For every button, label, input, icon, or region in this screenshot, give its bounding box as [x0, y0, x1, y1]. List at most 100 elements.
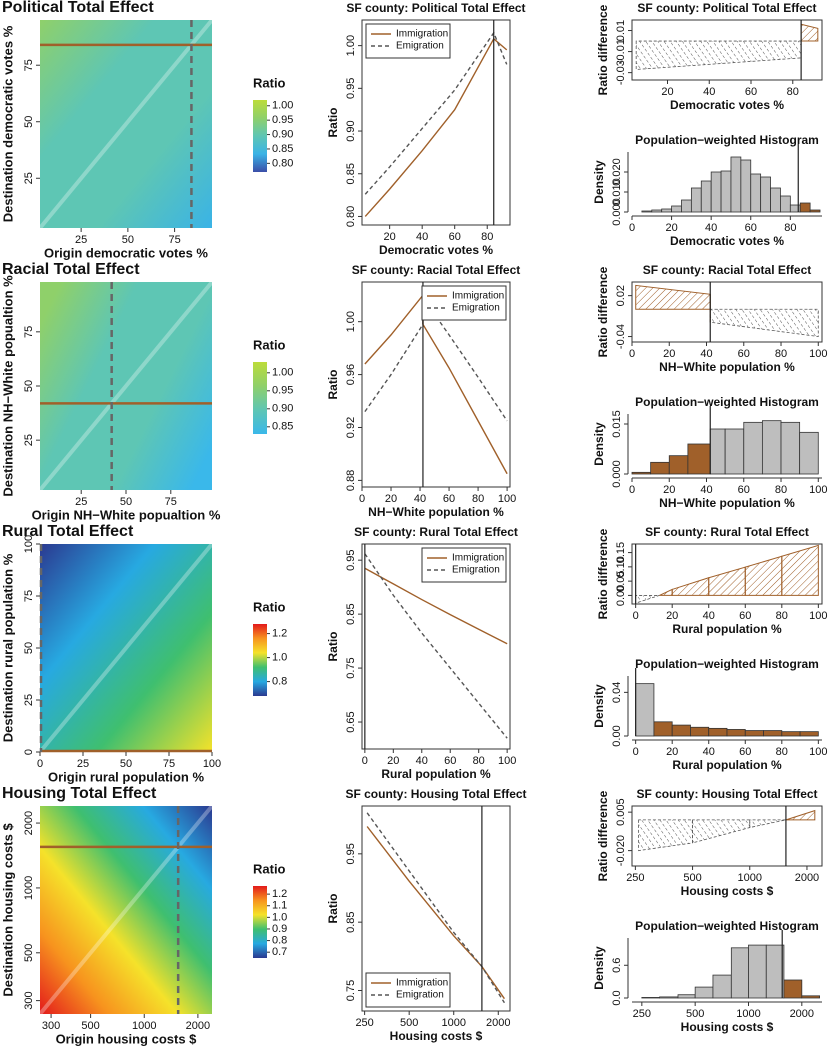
x-axis-label: NH−White population % [659, 360, 795, 374]
y-tick-label: -0.04 [615, 324, 627, 349]
x-tick-label: 100 [809, 484, 827, 496]
x-tick-label: 80 [776, 746, 788, 758]
y-tick-label: 0.00 [611, 725, 623, 746]
histogram-bar [690, 726, 710, 737]
x-axis-label: Origin housing costs $ [56, 1031, 198, 1046]
histogram-bar [635, 683, 655, 737]
panel-title: SF county: Political Total Effect [637, 1, 816, 15]
histogram-bar [641, 210, 653, 213]
x-axis-label: Democratic votes % [379, 243, 493, 257]
difference-area [744, 555, 783, 596]
histogram-bar [709, 428, 726, 475]
panel-title: Housing Total Effect [2, 785, 157, 802]
panel-title: SF county: Racial Total Effect [643, 263, 811, 277]
difference-area [692, 819, 751, 844]
x-tick-label: 25 [75, 234, 87, 246]
x-tick-label: 500 [686, 1008, 704, 1020]
area-panel: 0 20 40 60 80 100 0.02 -0.04 SF county: Racial T… [596, 263, 827, 374]
x-tick-label: 0 [362, 755, 368, 767]
legend-box [421, 547, 507, 583]
x-tick-label: 20 [387, 755, 399, 767]
histogram-bar [761, 420, 782, 475]
legend-label: Immigration [396, 978, 448, 989]
colorbar-tick-label: 0.8 [272, 676, 287, 688]
area-panel: 20 40 60 80 -0.03-0.010.01 SF county: Politic… [596, 1, 823, 112]
x-tick-label: 500 [400, 1017, 418, 1029]
series-line [364, 31, 508, 195]
histogram-bar [783, 979, 803, 999]
histogram-bar [743, 421, 763, 475]
x-tick-label: 40 [416, 755, 428, 767]
y-axis-label: Density [592, 422, 606, 466]
y-tick-label: 25 [23, 172, 35, 184]
histogram-bar [765, 944, 785, 999]
colorbar-tick-label: 1.2 [272, 628, 287, 640]
x-tick-label: 60 [739, 610, 751, 622]
histogram-bar [650, 461, 670, 475]
x-tick-label: 40 [703, 746, 715, 758]
y-tick-label: -0.03 [615, 60, 627, 85]
histogram-bar [760, 176, 771, 213]
y-tick-label: 0.85 [345, 163, 357, 184]
x-tick-label: 2000 [790, 1008, 814, 1020]
y-tick-label: 0.92 [345, 417, 357, 438]
legend-box [421, 285, 507, 321]
x-tick-label: 100 [809, 746, 827, 758]
x-tick-label: 0 [633, 610, 639, 622]
x-tick-label: 20 [663, 348, 675, 360]
x-tick-label: 100 [498, 755, 516, 767]
colorbar-tick-label: 0.80 [272, 157, 293, 169]
x-axis-label: Origin rural population % [48, 769, 204, 784]
x-tick-label: 0 [37, 758, 43, 770]
histogram-bar [799, 202, 811, 213]
y-tick-label: 50 [23, 116, 35, 128]
colorbar-tick-label: 1.0 [272, 652, 287, 664]
y-tick-label: 0.015 [611, 410, 623, 438]
x-axis-label: Housing costs $ [681, 1020, 774, 1034]
colorbar-tick-label: 0.95 [272, 114, 293, 126]
x-tick-label: 1000 [132, 1020, 156, 1032]
colorbar-tick-label: 0.85 [272, 421, 293, 433]
panel-title: SF county: Housing Total Effect [636, 787, 817, 801]
x-tick-label: 60 [738, 348, 750, 360]
plot-frame [631, 805, 823, 867]
histogram-bar [780, 421, 801, 475]
x-tick-label: 80 [481, 231, 493, 243]
heatmap-diagonal [38, 804, 214, 1016]
plot-frame [631, 281, 823, 343]
histogram-bar [681, 199, 692, 213]
colorbar-tick-label: 0.95 [272, 385, 293, 397]
heatmap-image [40, 20, 212, 228]
histogram-bar [651, 209, 663, 213]
plot-frame [361, 281, 511, 488]
difference-area [671, 577, 710, 596]
x-tick-label: 25 [77, 758, 89, 770]
colorbar-tick-label: 0.8 [272, 934, 287, 946]
histogram-bar [694, 986, 714, 999]
colorbar-tick-label: 1.00 [272, 367, 293, 379]
y-tick-label: 1.00 [345, 311, 357, 332]
x-tick-label: 1000 [738, 872, 762, 884]
y-tick-label: 0.90 [345, 120, 357, 141]
histogram-bar [763, 730, 783, 737]
histogram-bar [671, 205, 682, 213]
y-tick-label: 1000 [23, 876, 35, 900]
legend-label: Immigration [452, 291, 504, 302]
histogram-bar [708, 727, 728, 737]
x-tick-label: 40 [700, 348, 712, 360]
difference-area [659, 588, 673, 596]
y-axis-label: Density [592, 684, 606, 728]
y-tick-label: 0.15 [615, 542, 627, 563]
y-tick-label: 75 [23, 590, 35, 602]
colorbar [253, 886, 267, 958]
x-axis-label: NH−White population % [659, 496, 795, 510]
colorbar-label: Ratio [253, 75, 286, 90]
x-tick-label: 60 [443, 493, 455, 505]
heatmap-diagonal [38, 18, 214, 230]
x-tick-label: 2000 [486, 1017, 510, 1029]
difference-area [781, 544, 819, 596]
panel-title: SF county: Political Total Effect [346, 1, 525, 15]
